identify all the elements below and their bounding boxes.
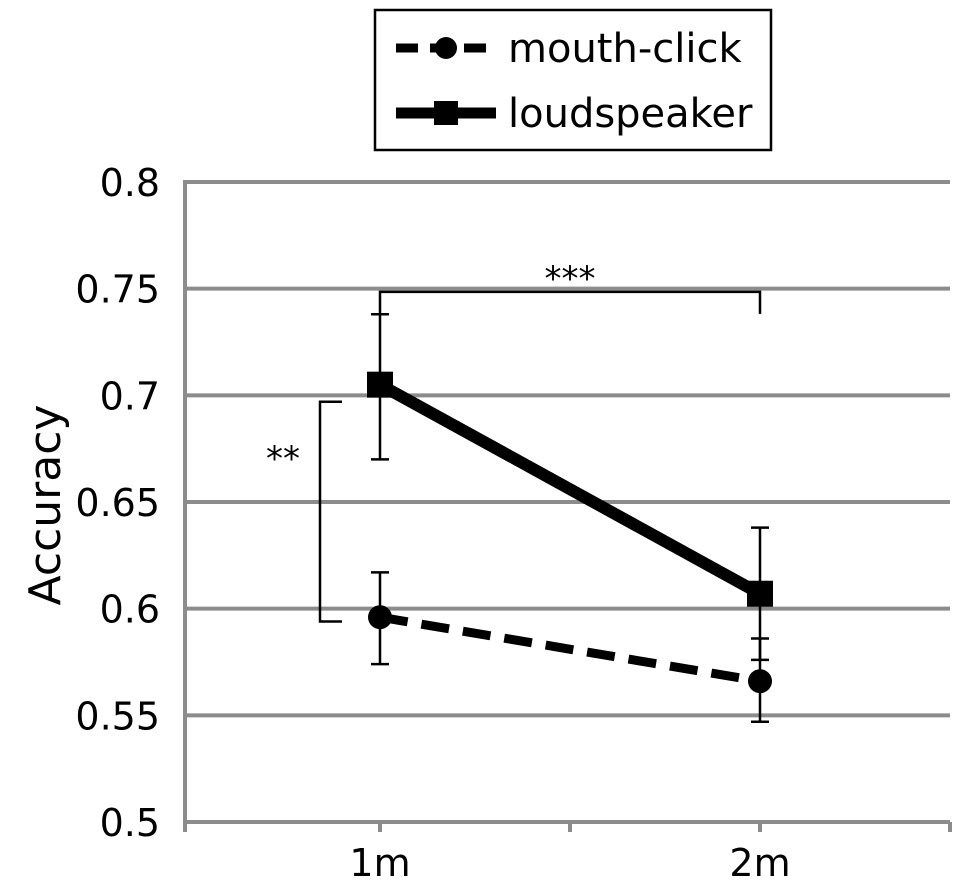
marker-mouth-click	[748, 669, 772, 694]
y-tick-labels: 0.5 0.55 0.6 0.65 0.7 0.75 0.8	[75, 161, 160, 845]
legend-label: mouth-click	[508, 26, 742, 72]
gridlines	[185, 180, 950, 824]
legend-box	[373, 8, 773, 152]
significance-annotations: *****	[266, 259, 762, 623]
y-axis-title: Accuracy	[20, 405, 71, 606]
series-line-mouth-click	[379, 612, 761, 686]
legend-marker-mouth-click	[435, 37, 457, 59]
x-tick-labels: 1m 2m	[349, 841, 790, 884]
axes	[183, 180, 952, 832]
annotation-text: **	[266, 439, 300, 479]
series-group	[367, 313, 773, 723]
y-tick-label: 0.7	[100, 374, 160, 418]
x-tick-label: 1m	[349, 841, 410, 884]
series-line-loudspeaker	[377, 379, 763, 599]
y-tick-label: 0.8	[100, 161, 160, 205]
marker-loudspeaker	[747, 580, 773, 607]
x-tick-label: 2m	[729, 841, 790, 884]
y-tick-label: 0.75	[75, 268, 160, 312]
legend-label: loudspeaker	[508, 91, 753, 137]
annotation-text: ***	[545, 259, 596, 299]
legend: mouth-click loudspeaker	[373, 8, 773, 152]
y-tick-label: 0.6	[100, 588, 160, 632]
y-tick-label: 0.55	[75, 694, 160, 738]
marker-mouth-click	[368, 605, 392, 630]
bracket-distance	[378, 290, 762, 314]
marker-loudspeaker	[367, 371, 393, 398]
y-tick-label: 0.65	[75, 481, 160, 525]
bracket-condition	[318, 400, 342, 623]
legend-marker-loudspeaker	[434, 101, 458, 125]
y-tick-label: 0.5	[100, 801, 160, 845]
